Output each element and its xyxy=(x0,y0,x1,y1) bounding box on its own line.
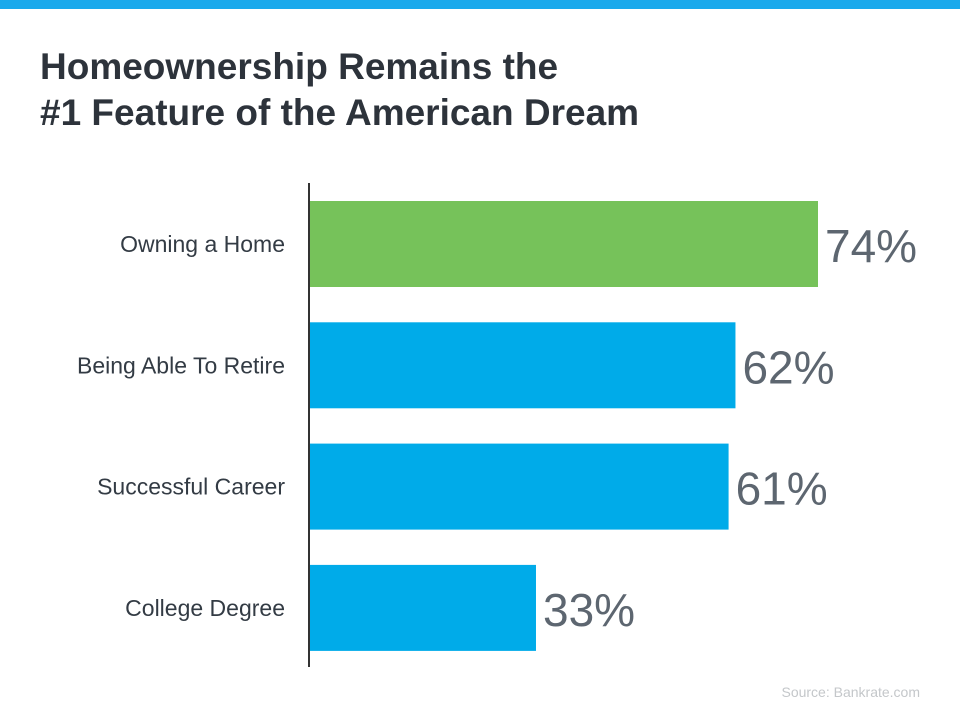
category-label-1: Being Able To Retire xyxy=(77,352,285,378)
bar-1 xyxy=(309,322,736,409)
chart-title-line-1: Homeownership Remains the xyxy=(40,46,559,87)
category-label-3: College Degree xyxy=(125,595,285,621)
data-label-2: 61% xyxy=(736,463,828,515)
top-accent-stripe xyxy=(0,0,960,9)
source-note: Source: Bankrate.com xyxy=(781,684,920,700)
category-label-0: Owning a Home xyxy=(120,231,285,257)
data-label-0: 74% xyxy=(825,220,917,272)
bar-2 xyxy=(309,443,729,530)
chart-title: Homeownership Remains the #1 Feature of … xyxy=(40,44,639,136)
data-label-1: 62% xyxy=(742,341,834,393)
chart-title-line-2: #1 Feature of the American Dream xyxy=(40,92,640,133)
category-label-2: Successful Career xyxy=(97,474,285,500)
bar-0 xyxy=(309,201,818,287)
bar-3 xyxy=(309,564,536,651)
data-label-3: 33% xyxy=(543,584,635,636)
